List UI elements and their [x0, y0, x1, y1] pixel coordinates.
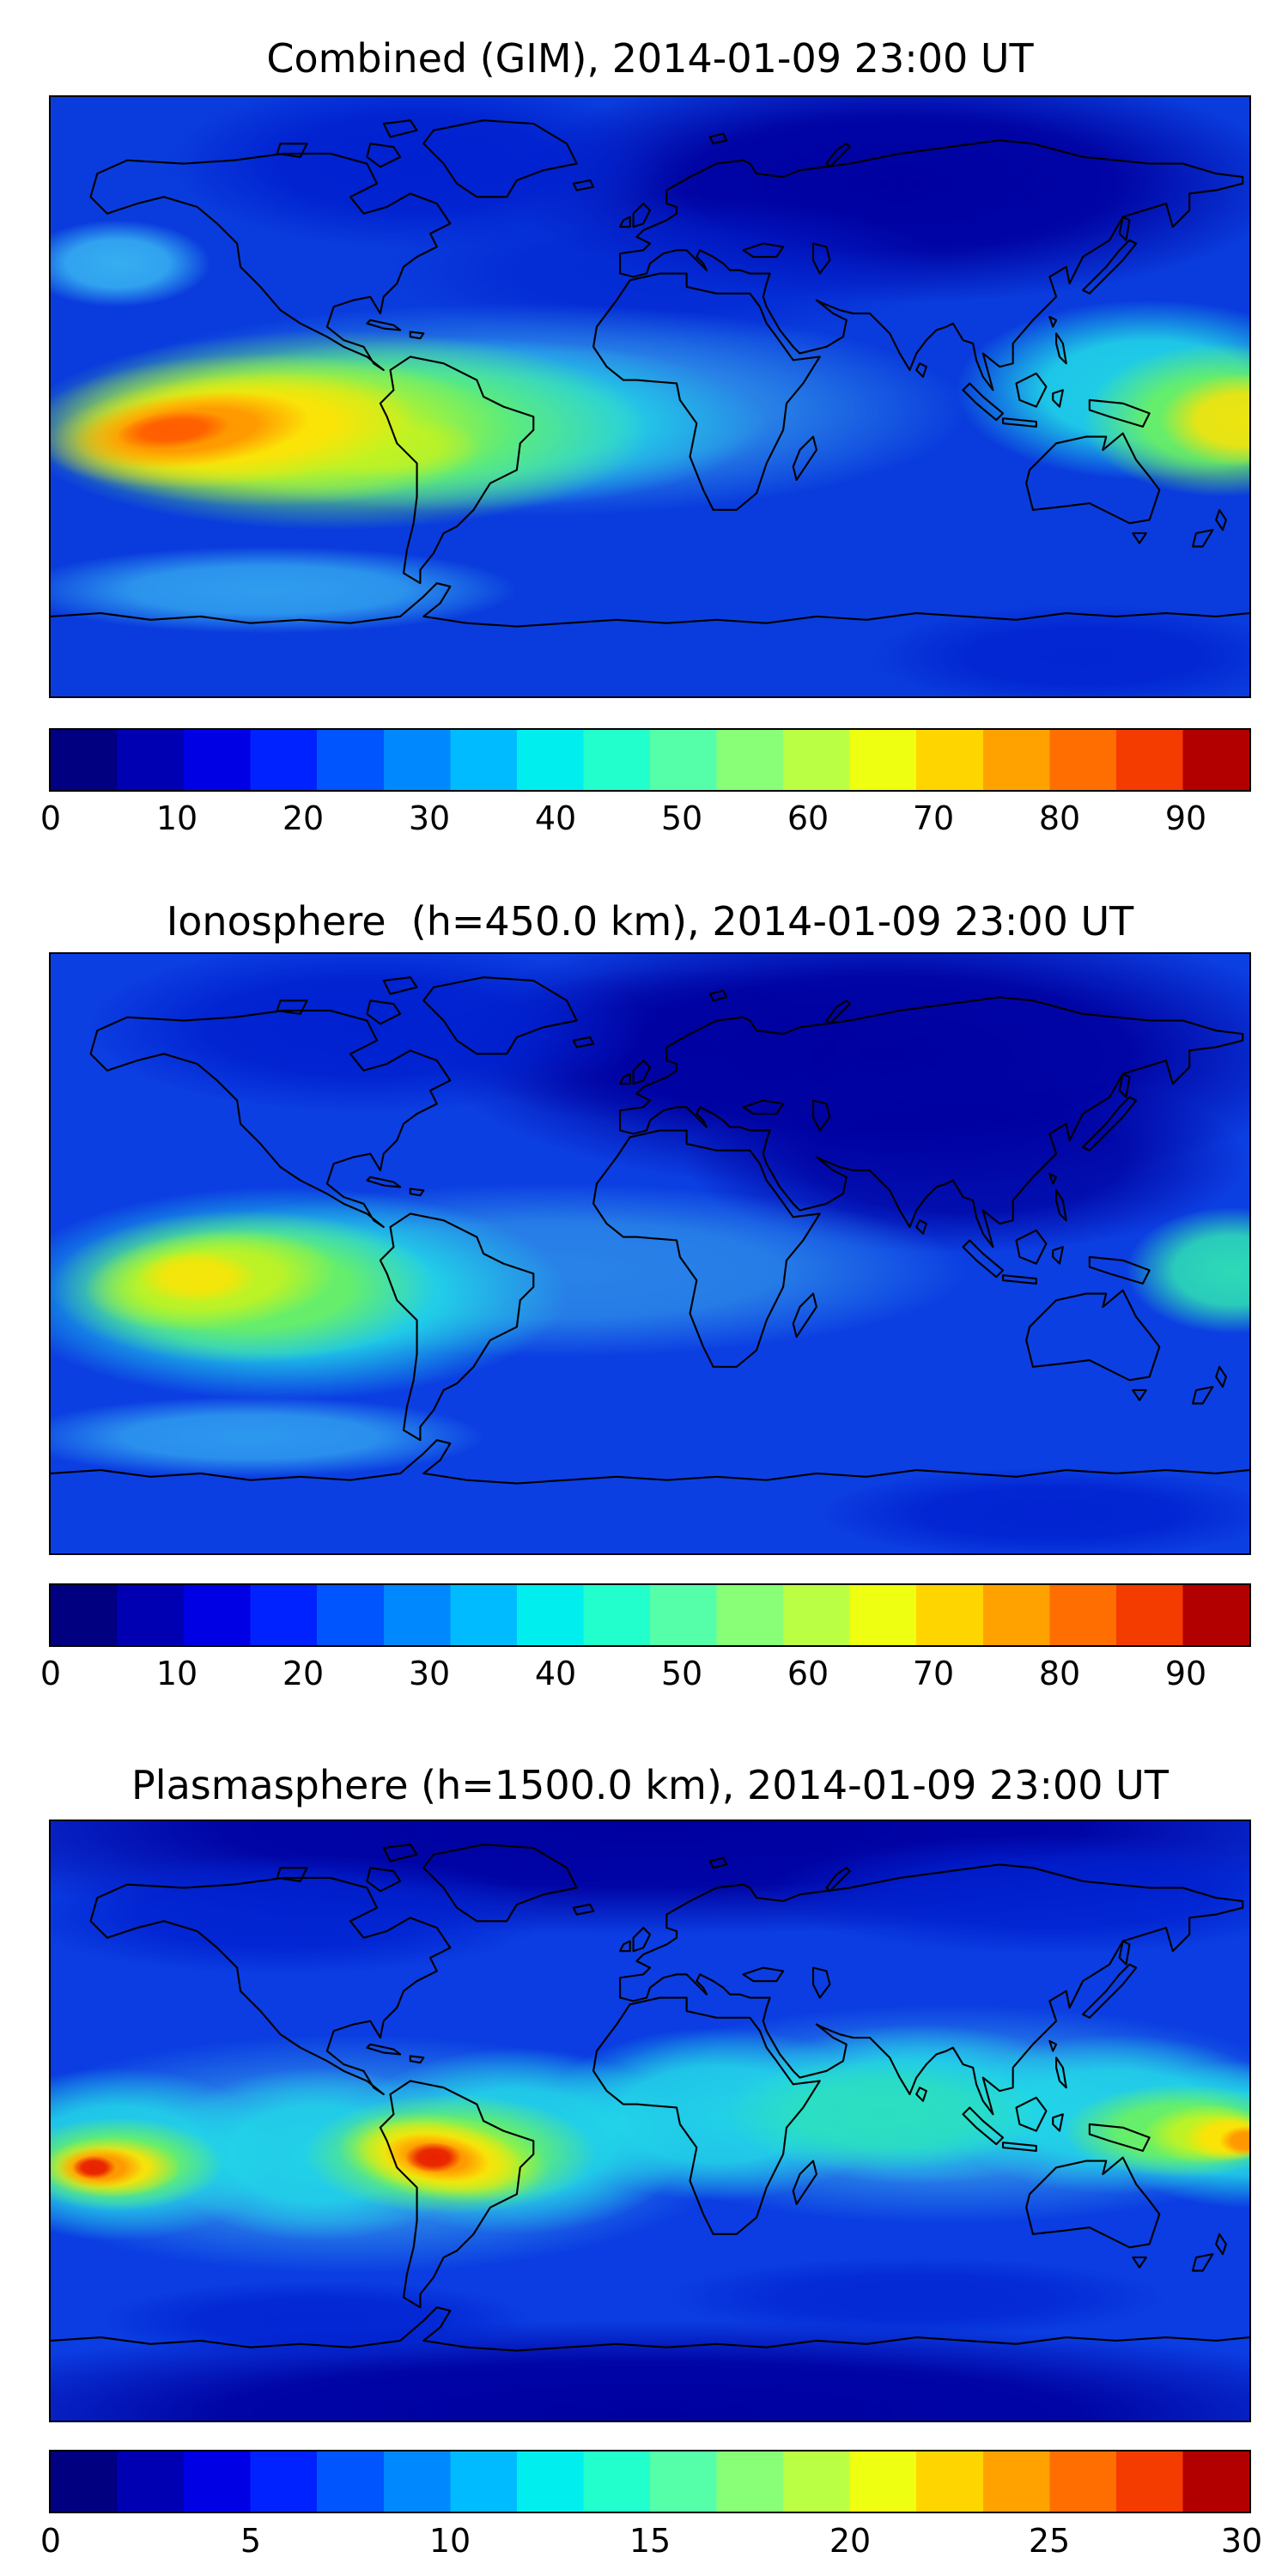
colorbar-segment [1115, 730, 1184, 790]
colorbar-segment [982, 2451, 1051, 2512]
colorbar-tick-label: 60 [787, 799, 829, 837]
colorbar-segment [250, 1585, 319, 1645]
colorbar-segment [516, 730, 585, 790]
colorbar-tick-label: 30 [408, 1655, 451, 1692]
colorbar-segment [51, 1585, 119, 1645]
colorbar-segment [1115, 2451, 1184, 2512]
colorbar-segment [716, 730, 785, 790]
colorbar-segment [250, 730, 319, 790]
colorbar-segment [317, 2451, 386, 2512]
colorbar-segment [184, 730, 252, 790]
colorbar-segment [583, 730, 652, 790]
colorbar-tick-label: 0 [39, 2522, 62, 2560]
colorbar-tick-label: 10 [155, 1655, 198, 1692]
map-combined [49, 95, 1251, 698]
colorbar-segment [1049, 2451, 1118, 2512]
colorbar-segment [916, 730, 985, 790]
colorbar-segment [783, 1585, 852, 1645]
colorbar-segment [184, 1585, 252, 1645]
colorbar-segment [383, 2451, 452, 2512]
colorbar-tick-label: 10 [155, 799, 198, 837]
colorbar-gradient-plasmasphere [51, 2451, 1249, 2512]
colorbar-segment [117, 730, 185, 790]
colorbar-ticks-ionosphere: 0 10 20 30 40 50 60 70 80 90 [0, 1654, 1288, 1695]
map-ionosphere [49, 952, 1251, 1555]
map-plasmasphere [49, 1820, 1251, 2422]
colorbar-segment [783, 730, 852, 790]
colorbar-plasmasphere [49, 2450, 1251, 2513]
tec-map-canvas-plasmasphere [51, 1821, 1249, 2421]
colorbar-tick-label: 10 [428, 2522, 471, 2560]
colorbar-segment [650, 2451, 719, 2512]
colorbar-ionosphere [49, 1583, 1251, 1647]
colorbar-segment [450, 2451, 519, 2512]
tec-map-canvas-ionosphere [51, 954, 1249, 1553]
colorbar-segment [716, 2451, 785, 2512]
colorbar-segment [982, 730, 1051, 790]
colorbar-tick-label: 60 [787, 1655, 829, 1692]
colorbar-segment [516, 2451, 585, 2512]
colorbar-tick-label: 25 [1028, 2522, 1071, 2560]
colorbar-segment [716, 1585, 785, 1645]
tec-map-canvas-combined [51, 97, 1249, 696]
colorbar-segment [1182, 2451, 1249, 2512]
colorbar-tick-label: 90 [1164, 1655, 1207, 1692]
colorbar-tick-label: 80 [1038, 799, 1081, 837]
colorbar-segment [583, 1585, 652, 1645]
colorbar-tick-label: 0 [39, 1655, 62, 1692]
colorbar-tick-label: 90 [1164, 799, 1207, 837]
colorbar-segment [650, 730, 719, 790]
colorbar-segment [849, 730, 918, 790]
colorbar-segment [51, 730, 119, 790]
colorbar-tick-label: 80 [1038, 1655, 1081, 1692]
colorbar-segment [51, 2451, 119, 2512]
colorbar-tick-label: 50 [660, 1655, 703, 1692]
colorbar-segment [1115, 1585, 1184, 1645]
colorbar-segment [117, 2451, 185, 2512]
colorbar-segment [583, 2451, 652, 2512]
colorbar-segment [317, 730, 386, 790]
colorbar-segment [916, 2451, 985, 2512]
colorbar-tick-label: 20 [282, 1655, 325, 1692]
colorbar-segment [849, 1585, 918, 1645]
colorbar-tick-label: 40 [534, 799, 577, 837]
colorbar-tick-label: 30 [408, 799, 451, 837]
colorbar-segment [650, 1585, 719, 1645]
colorbar-segment [1182, 1585, 1249, 1645]
colorbar-segment [383, 730, 452, 790]
colorbar-segment [450, 1585, 519, 1645]
panel-title-ionosphere: Ionosphere (h=450.0 km), 2014-01-09 23:0… [166, 898, 1134, 945]
colorbar-tick-label: 5 [240, 2522, 262, 2560]
colorbar-segment [117, 1585, 185, 1645]
panel-title-combined: Combined (GIM), 2014-01-09 23:00 UT [266, 35, 1034, 82]
colorbar-segment [250, 2451, 319, 2512]
colorbar-ticks-plasmasphere: 0 5 10 15 20 25 30 [0, 2521, 1288, 2562]
colorbar-segment [849, 2451, 918, 2512]
colorbar-tick-label: 40 [534, 1655, 577, 1692]
colorbar-tick-label: 30 [1220, 2522, 1263, 2560]
colorbar-segment [317, 1585, 386, 1645]
colorbar-tick-label: 15 [629, 2522, 671, 2560]
panel-title-plasmasphere: Plasmasphere (h=1500.0 km), 2014-01-09 2… [131, 1762, 1169, 1808]
colorbar-segment [1049, 730, 1118, 790]
colorbar-segment [916, 1585, 985, 1645]
colorbar-segment [450, 730, 519, 790]
colorbar-combined [49, 728, 1251, 792]
colorbar-segment [516, 1585, 585, 1645]
colorbar-gradient-combined [51, 730, 1249, 790]
colorbar-gradient-ionosphere [51, 1585, 1249, 1645]
colorbar-tick-label: 20 [282, 799, 325, 837]
colorbar-tick-label: 70 [912, 799, 955, 837]
colorbar-tick-label: 70 [912, 1655, 955, 1692]
colorbar-tick-label: 50 [660, 799, 703, 837]
colorbar-ticks-combined: 0 10 20 30 40 50 60 70 80 90 [0, 799, 1288, 840]
colorbar-segment [184, 2451, 252, 2512]
colorbar-segment [1049, 1585, 1118, 1645]
colorbar-segment [383, 1585, 452, 1645]
colorbar-segment [1182, 730, 1249, 790]
colorbar-tick-label: 20 [829, 2522, 872, 2560]
colorbar-segment [982, 1585, 1051, 1645]
colorbar-tick-label: 0 [39, 799, 62, 837]
colorbar-segment [783, 2451, 852, 2512]
